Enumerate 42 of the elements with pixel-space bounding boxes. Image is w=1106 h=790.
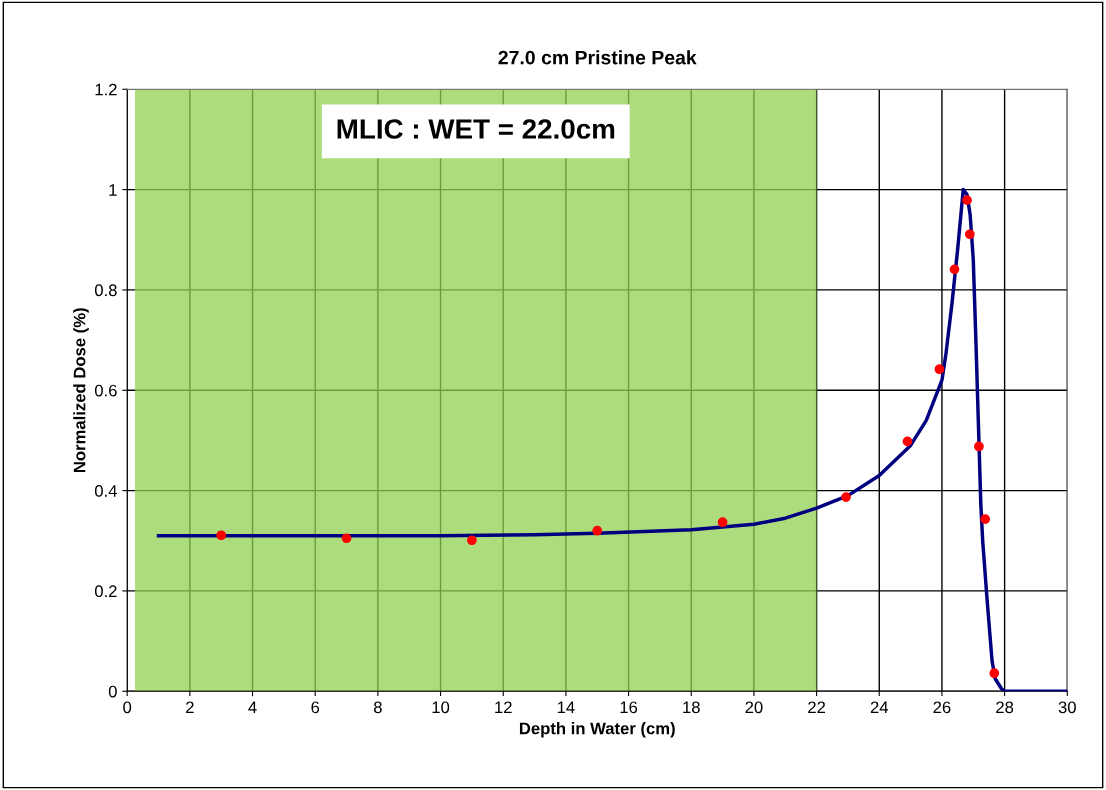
x-tick-label: 22 xyxy=(808,701,826,714)
x-tick-label: 18 xyxy=(683,701,700,714)
point xyxy=(980,514,991,525)
point xyxy=(467,535,477,546)
y-tick-label: 1.2 xyxy=(95,83,117,96)
chart-title: 27.0 cm Pristine Peak xyxy=(498,50,697,65)
point xyxy=(964,229,975,240)
point xyxy=(216,530,227,541)
y-axis-title: Normalized Dose (%) xyxy=(73,308,89,473)
point xyxy=(974,441,984,452)
point xyxy=(989,668,1000,679)
x-tick-label: 16 xyxy=(620,701,638,714)
band-label: MLIC : WET = 22.0cm xyxy=(337,119,615,139)
x-tick-label: 12 xyxy=(495,701,512,714)
x-tick-label: 20 xyxy=(745,701,763,714)
x-tick-label: 26 xyxy=(933,701,951,714)
y-tick-label: 0.8 xyxy=(94,284,117,297)
point xyxy=(934,364,945,375)
x-tick-label: 8 xyxy=(373,701,382,714)
point xyxy=(962,195,972,205)
x-tick-label: 28 xyxy=(996,701,1014,714)
x-tick-label: 6 xyxy=(311,701,320,714)
x-tick-label: 0 xyxy=(123,701,132,714)
line-series xyxy=(156,187,1068,692)
x-tick-label: 14 xyxy=(557,701,575,714)
point xyxy=(841,492,851,502)
x-tick-label: 30 xyxy=(1058,701,1076,714)
y-tick-label: 0.2 xyxy=(94,585,117,598)
point xyxy=(341,533,352,544)
point xyxy=(717,517,728,528)
point xyxy=(949,264,960,275)
point xyxy=(592,525,603,536)
x-axis-title: Depth in Water (cm) xyxy=(519,722,675,738)
x-tick-label: 2 xyxy=(186,701,194,714)
y-tick-label: 1 xyxy=(109,184,117,196)
point xyxy=(902,436,913,447)
y-tick-label: 0.6 xyxy=(94,384,117,397)
y-tick-label: 0.4 xyxy=(94,484,117,497)
x-tick-label: 24 xyxy=(870,701,889,714)
x-tick-label: 4 xyxy=(248,701,257,714)
y-tick-label: 0 xyxy=(108,685,117,698)
x-tick-label: 10 xyxy=(432,701,450,714)
